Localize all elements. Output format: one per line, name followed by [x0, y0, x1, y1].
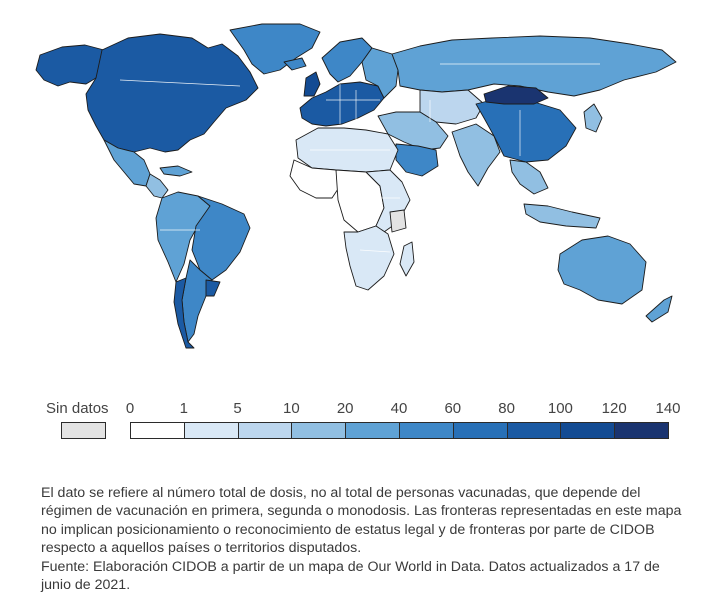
legend-tick-label: 10 — [283, 400, 300, 417]
legend-swatch — [291, 422, 347, 439]
legend-swatch — [506, 422, 562, 439]
legend-swatch — [345, 422, 400, 439]
region-uruguay — [205, 279, 221, 297]
region-russia — [391, 35, 677, 97]
region-greenland — [229, 23, 321, 75]
legend-tick-label: 120 — [601, 400, 627, 417]
region-alaska — [35, 44, 105, 87]
note-description: El dato se refiere al número total de do… — [41, 485, 682, 557]
legend-no-data-swatch — [61, 422, 106, 439]
legend-no-data-label: Sin datos — [46, 400, 109, 417]
region-south-america-north — [155, 191, 211, 283]
legend-tick-label: 5 — [233, 400, 242, 417]
legend-tick-label: 140 — [655, 400, 681, 417]
map-note: El dato se refiere al número total de do… — [41, 484, 691, 594]
legend-swatch — [399, 422, 454, 439]
region-north-america — [85, 33, 259, 153]
region-chile — [173, 277, 195, 349]
region-india — [451, 123, 501, 187]
region-europe — [299, 81, 385, 127]
region-iceland — [283, 57, 307, 71]
region-central-america — [145, 173, 169, 199]
legend-tick-label: 0 — [125, 400, 135, 417]
legend-tick-label: 100 — [547, 400, 573, 417]
legend-tick-label: 20 — [336, 400, 354, 417]
note-source: Fuente: Elaboración CIDOB a partir de un… — [41, 558, 660, 594]
region-cuba — [159, 165, 193, 177]
legend-swatch — [452, 422, 508, 439]
region-southern-africa — [343, 225, 395, 291]
region-southeast-asia — [509, 159, 549, 195]
region-uk — [303, 71, 321, 97]
region-madagascar — [399, 241, 415, 277]
legend-swatch — [237, 422, 293, 439]
region-middle-east — [377, 111, 449, 151]
region-indonesia — [523, 203, 601, 229]
legend-tick-label: 80 — [498, 400, 515, 417]
legend-swatch — [614, 422, 669, 439]
region-australia — [557, 235, 647, 305]
region-new-zealand — [645, 295, 673, 323]
legend-tick-label: 1 — [179, 400, 188, 417]
region-west-africa — [289, 159, 341, 199]
region-mongolia — [483, 85, 549, 105]
legend-tick-label: 40 — [390, 400, 408, 417]
legend-tick-label: 60 — [444, 400, 462, 417]
legend-swatch — [560, 422, 616, 439]
legend-swatch — [183, 422, 239, 439]
region-no-data-areas — [389, 209, 407, 233]
legend-swatch — [130, 422, 185, 439]
region-brazil — [191, 195, 251, 281]
legend: Sin datos 0 1 5 10 20 40 60 80 100 120 140 — [0, 398, 719, 448]
region-saudi-arabia — [395, 143, 439, 177]
region-japan — [583, 103, 603, 133]
world-map — [35, 23, 677, 349]
